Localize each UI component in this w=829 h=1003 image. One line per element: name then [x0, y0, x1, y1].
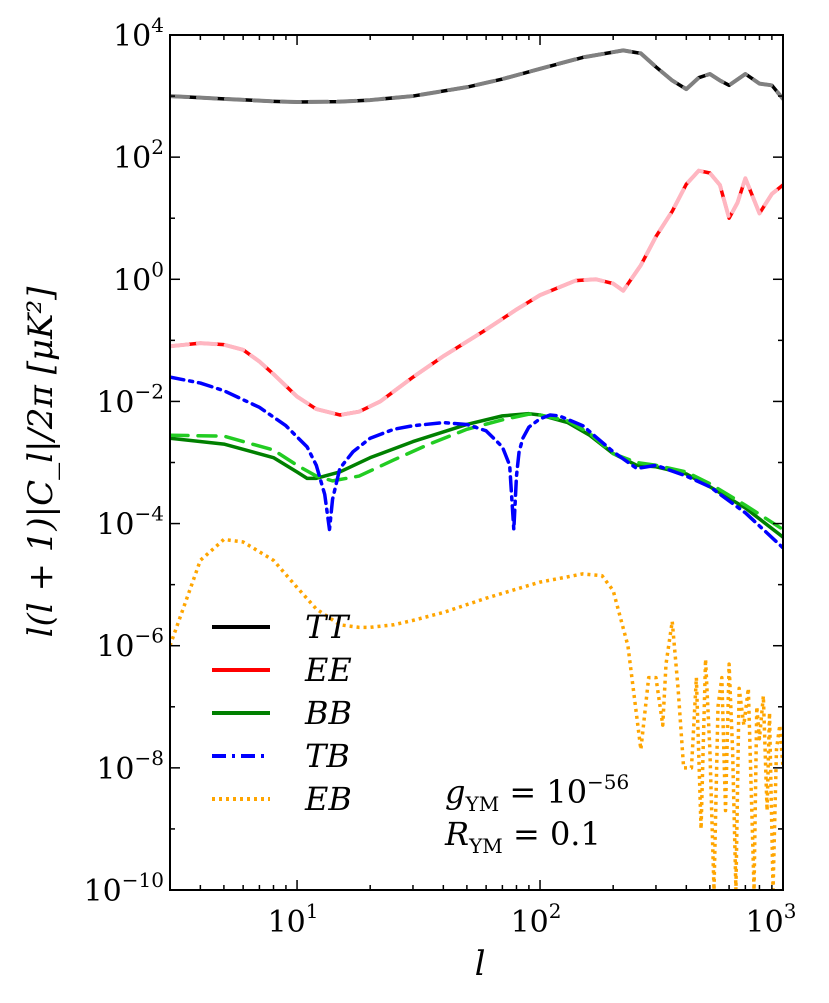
y-tick-label: 10−2 — [96, 379, 164, 420]
y-tick-label: 102 — [113, 135, 164, 176]
y-tick-label: 10−10 — [84, 868, 164, 909]
g-symbol: g — [445, 773, 465, 811]
y-tick-label-base: 10 — [96, 752, 134, 787]
x-tick-label-base: 10 — [746, 905, 784, 940]
y-tick-label-base: 10 — [96, 508, 134, 543]
y-tick-label: 10−4 — [96, 502, 164, 543]
plot-frame — [169, 34, 784, 891]
y-tick-label-exponent: −8 — [135, 746, 164, 770]
series-line-ee2 — [170, 168, 783, 417]
y-axis-label: l(l + 1)|C_l|/2π [μK²] — [21, 286, 61, 637]
y-tick-label: 10−6 — [96, 624, 164, 665]
x-tick-label: 102 — [511, 899, 562, 940]
y-tick-label-exponent: −6 — [135, 624, 164, 648]
annotation: gYM = 10−56 RYM = 0.1 — [444, 770, 629, 858]
y-tick-label-exponent: 0 — [151, 257, 164, 281]
x-tick-label-base: 10 — [511, 905, 549, 940]
y-tick-label-exponent: −4 — [135, 502, 164, 526]
annotation-r-line: RYM = 0.1 — [444, 815, 601, 858]
y-tick-label: 100 — [113, 257, 164, 298]
g-subscript: YM — [464, 792, 499, 816]
y-tick-label-exponent: 4 — [151, 13, 164, 37]
series-line-tt2 — [170, 48, 783, 104]
legend-label-ee: EE — [304, 651, 352, 689]
legend-label-tb: TB — [305, 737, 350, 775]
y-tick-label-exponent: −10 — [122, 868, 164, 892]
x-tick-label-exponent: 2 — [549, 899, 562, 923]
series-line-ee — [170, 168, 783, 417]
legend: TT EE BB TB EB — [212, 608, 352, 818]
legend-label-bb: BB — [304, 694, 352, 732]
y-tick-label: 10−8 — [96, 746, 164, 787]
series-layer — [170, 48, 783, 890]
y-tick-label-base: 10 — [84, 874, 122, 909]
x-tick-label-base: 10 — [268, 905, 306, 940]
y-tick-label-base: 10 — [113, 141, 151, 176]
x-tick-label-exponent: 1 — [306, 899, 319, 923]
r-subscript: YM — [468, 834, 503, 858]
legend-label-eb: EB — [304, 780, 352, 818]
y-tick-label-base: 10 — [96, 630, 134, 665]
x-axis-label: l — [475, 944, 486, 984]
y-tick-label-base: 10 — [113, 19, 151, 54]
series-line-bb2 — [170, 412, 783, 532]
annotation-g-line: gYM = 10−56 — [445, 770, 629, 816]
r-symbol: R — [444, 815, 469, 853]
series-line-eb — [170, 537, 783, 890]
x-tick-label: 103 — [746, 899, 797, 940]
x-tick-label-exponent: 3 — [784, 899, 797, 923]
r-equation: = 0.1 — [503, 815, 601, 853]
series-line-tb — [170, 375, 783, 550]
y-tick-label: 104 — [113, 13, 164, 54]
y-tick-label-exponent: −2 — [135, 379, 164, 403]
series-line-bb — [170, 411, 783, 539]
g-equation: = 10 — [499, 773, 587, 811]
x-tick-label: 101 — [268, 899, 319, 940]
y-tick-label-base: 10 — [96, 385, 134, 420]
y-tick-label-exponent: 2 — [151, 135, 164, 159]
legend-label-tt: TT — [305, 608, 351, 646]
y-tick-label-base: 10 — [113, 263, 151, 298]
tick-layer — [169, 34, 784, 891]
g-exponent: −56 — [587, 770, 629, 794]
series-line-tt — [170, 48, 783, 104]
